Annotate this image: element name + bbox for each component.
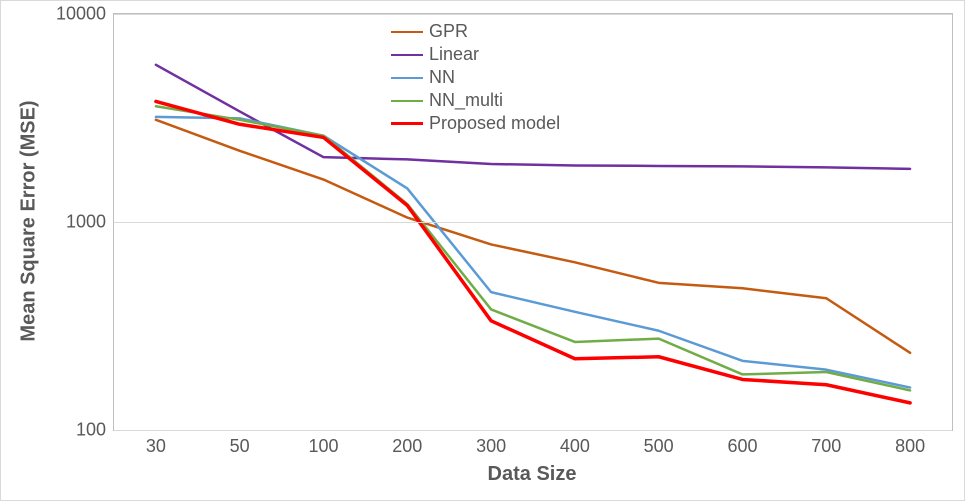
legend-item-gpr: GPR xyxy=(391,21,639,42)
x-tick-label: 100 xyxy=(308,430,338,457)
legend-swatch-proposed xyxy=(391,122,423,125)
gridline xyxy=(114,14,952,15)
legend-label: NN xyxy=(429,67,455,88)
x-tick-label: 50 xyxy=(230,430,250,457)
series-gpr xyxy=(156,120,910,353)
y-tick-label: 1000 xyxy=(66,212,114,233)
legend-item-proposed: Proposed model xyxy=(391,113,639,134)
y-axis-title: Mean Square Error (MSE) xyxy=(18,100,41,341)
x-tick-label: 30 xyxy=(146,430,166,457)
legend-label: GPR xyxy=(429,21,468,42)
legend-swatch-gpr xyxy=(391,31,423,33)
legend: GPRLinearNNNN_multiProposed model xyxy=(391,21,911,136)
legend-item-nn: NN xyxy=(391,67,639,88)
chart-container: 100 1000 10000 30 50 100 200 300 400 500 600 700 800… xyxy=(0,0,965,501)
x-tick-label: 800 xyxy=(895,430,925,457)
legend-item-nn_multi: NN_multi xyxy=(391,90,639,111)
x-tick-label: 200 xyxy=(392,430,422,457)
legend-swatch-nn_multi xyxy=(391,100,423,102)
legend-label: NN_multi xyxy=(429,90,503,111)
x-tick-label: 300 xyxy=(476,430,506,457)
legend-label: Proposed model xyxy=(429,113,560,134)
y-tick-label: 100 xyxy=(76,420,114,441)
x-tick-label: 700 xyxy=(811,430,841,457)
legend-swatch-linear xyxy=(391,54,423,56)
legend-label: Linear xyxy=(429,44,479,65)
x-tick-label: 600 xyxy=(727,430,757,457)
legend-swatch-nn xyxy=(391,77,423,79)
series-nn_multi xyxy=(156,106,910,390)
gridline xyxy=(114,222,952,223)
y-tick-label: 10000 xyxy=(56,4,114,25)
legend-item-linear: Linear xyxy=(391,44,639,65)
x-tick-label: 500 xyxy=(644,430,674,457)
x-tick-label: 400 xyxy=(560,430,590,457)
x-axis-title: Data Size xyxy=(488,463,577,486)
